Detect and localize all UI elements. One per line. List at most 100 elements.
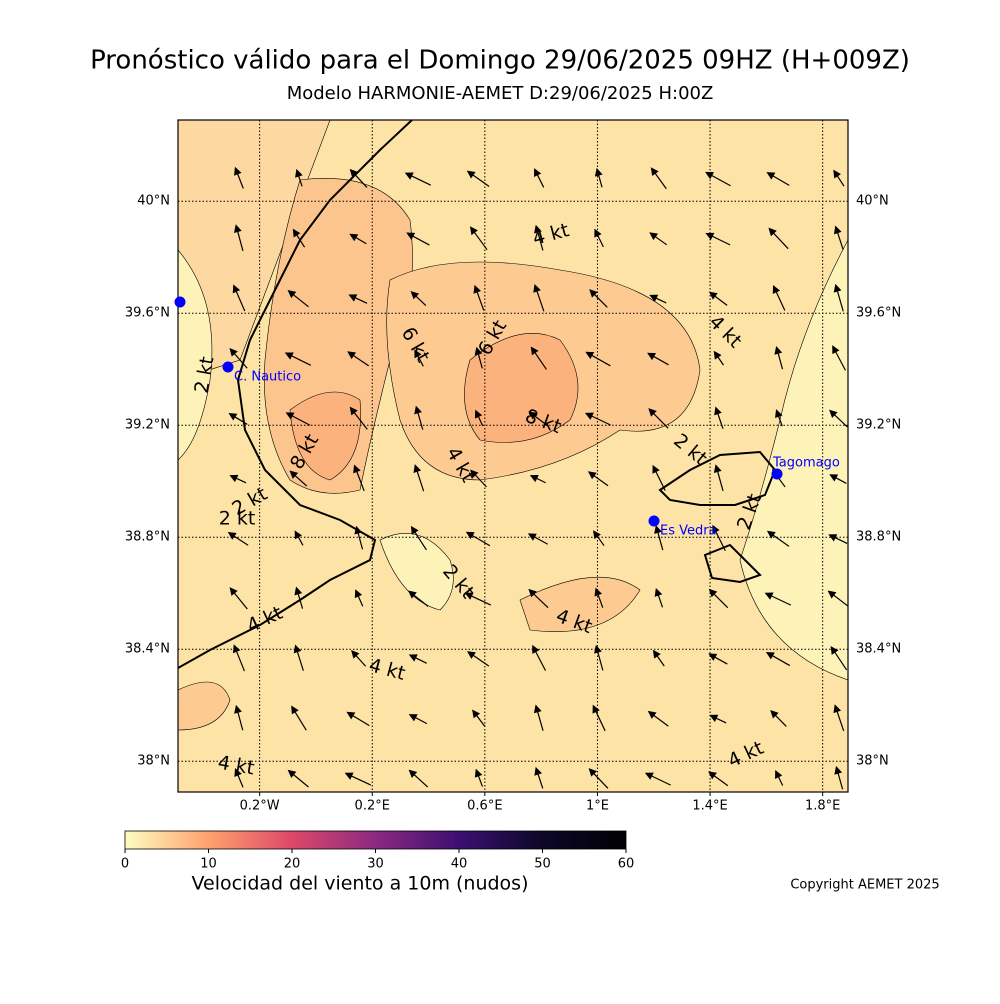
wind-arrow — [594, 587, 604, 608]
arrow-head — [654, 525, 662, 534]
colorbar — [124, 830, 627, 850]
wind-arrow — [587, 471, 609, 487]
lon-tick-label: 0.6°E — [467, 799, 502, 814]
subtitle: Modelo HARMONIE-AEMET D:29/06/2025 H:00Z — [287, 83, 714, 104]
arrow-shaft — [234, 288, 246, 312]
arrow-head — [592, 704, 600, 714]
wind-arrow — [287, 769, 309, 788]
station-dot — [174, 296, 186, 308]
arrow-head — [470, 469, 479, 479]
arrow-head — [713, 464, 722, 474]
lat-tick-label: 39.2°N — [125, 418, 170, 433]
arrow-head — [473, 284, 482, 294]
wind-arrow — [829, 474, 847, 484]
arrow-shaft — [532, 413, 548, 427]
wind-arrow — [708, 653, 728, 665]
station-label: C. Nautico — [234, 370, 301, 385]
wind-arrow — [404, 172, 432, 186]
arrow-shaft — [831, 593, 848, 607]
wind-arrow — [649, 232, 668, 246]
arrow-head — [232, 644, 241, 654]
wind-arrow — [534, 168, 545, 188]
wind-arrow — [594, 644, 604, 671]
wind-arrow — [534, 766, 544, 789]
arrow-shaft — [469, 533, 491, 547]
arrow-head — [528, 411, 538, 420]
arrow-head — [408, 714, 418, 722]
arrow-head — [774, 345, 783, 355]
arrow-shaft — [774, 289, 786, 311]
map-frame — [177, 119, 849, 793]
wind-arrow — [775, 770, 784, 786]
wind-arrow — [354, 525, 364, 550]
wind-arrow — [828, 534, 848, 545]
contour-fill — [178, 120, 331, 381]
arrow-head — [649, 232, 659, 241]
arrow-head — [533, 704, 542, 714]
arrow-shaft — [236, 709, 244, 731]
lon-tick-label: 1.4°E — [692, 799, 727, 814]
wind-arrows — [227, 166, 848, 790]
wind-arrow — [295, 168, 303, 187]
contour-fill — [519, 576, 641, 632]
arrow-head — [765, 651, 775, 660]
arrow-head — [833, 169, 841, 179]
arrow-shaft — [292, 473, 308, 487]
lat-tick-label: 38.8°N — [125, 530, 170, 545]
arrow-head — [354, 589, 363, 599]
arrow-head — [830, 645, 839, 655]
arrow-head — [351, 650, 360, 659]
wind-arrow — [585, 351, 611, 367]
arrow-shaft — [832, 649, 848, 671]
wind-arrow — [233, 224, 244, 252]
arrow-shaft — [594, 708, 606, 732]
wind-arrow — [228, 412, 248, 425]
arrow-shaft — [288, 354, 312, 366]
wind-arrow — [353, 464, 365, 492]
arrow-head — [775, 770, 783, 779]
arrow-head — [833, 704, 842, 714]
arrow-shaft — [536, 709, 544, 731]
arrow-shaft — [596, 649, 604, 671]
arrow-head — [410, 525, 419, 535]
wind-arrow — [528, 411, 548, 427]
arrow-shaft — [714, 529, 726, 551]
station-dot — [771, 468, 783, 480]
wind-arrow — [705, 171, 731, 187]
wind-arrow — [285, 412, 311, 426]
arrow-head — [713, 350, 722, 360]
lon-tick-label: 0.2°E — [355, 799, 390, 814]
contour-fill — [178, 249, 213, 461]
arrow-shaft — [651, 354, 669, 366]
arrow-head — [227, 532, 237, 540]
arrow-head — [649, 294, 659, 302]
stations: C. Nautico Es Vedra Tagomago — [222, 361, 840, 539]
wind-arrow — [414, 405, 424, 430]
arrow-head — [284, 352, 294, 360]
wind-arrow — [473, 284, 485, 311]
station-dot — [222, 361, 234, 373]
arrow-head — [349, 406, 358, 416]
graticule: 0.2°W 0.2°E 0.6°E 1°E 1.4°E 1.8°E 38°N 38°N 38.4… — [125, 120, 901, 814]
wind-arrow — [832, 345, 847, 371]
wind-arrow — [775, 409, 783, 427]
wind-arrow — [649, 294, 667, 304]
arrow-head — [585, 351, 595, 360]
wind-arrow — [227, 532, 249, 546]
wind-arrow — [647, 352, 669, 366]
wind-arrow — [346, 711, 370, 727]
wind-arrow — [833, 169, 845, 187]
arrow-head — [834, 765, 843, 775]
arrow-head — [770, 709, 779, 719]
arrow-head — [828, 534, 838, 542]
arrow-shaft — [591, 473, 609, 487]
arrow-shaft — [836, 230, 844, 250]
arrow-head — [832, 345, 840, 355]
wind-arrow — [833, 225, 844, 250]
arrow-head — [644, 772, 654, 780]
wind-arrow — [829, 409, 848, 428]
arrow-head — [292, 228, 301, 238]
arrow-head — [408, 769, 418, 778]
wind-arrow — [344, 772, 372, 786]
contour-fill — [289, 391, 361, 481]
